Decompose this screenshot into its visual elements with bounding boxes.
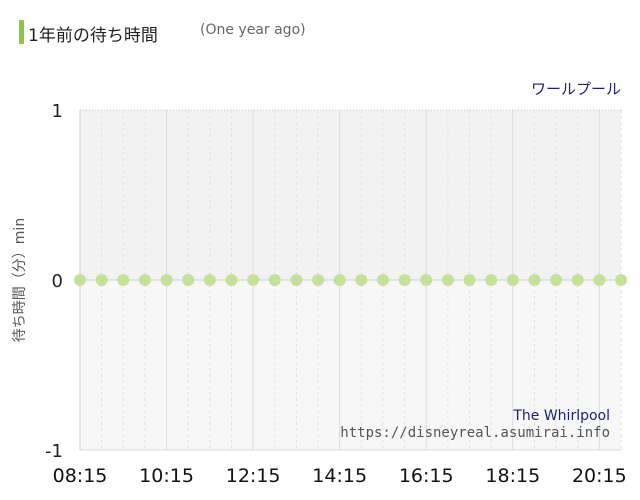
data-point [376,274,389,286]
x-tick-label: 20:15 [572,465,627,487]
data-point [571,274,584,286]
data-point [225,274,238,286]
data-point [593,274,606,286]
attraction-name: ワールプール [530,80,621,98]
data-point [290,274,303,286]
data-point [615,274,627,286]
x-tick-label: 16:15 [399,465,454,487]
y-tick-label: 1 [52,101,63,122]
data-point [160,274,173,286]
chart-subtitle: (One year ago) [200,22,306,38]
data-point [138,274,151,286]
y-tick-label: -1 [45,441,63,462]
data-point [441,274,454,286]
data-point [203,274,216,286]
x-tick-label: 10:15 [139,465,194,487]
watermark-name: The Whirlpool [512,408,610,424]
data-point [528,274,541,286]
data-point [420,274,433,286]
data-point [74,274,86,286]
plot-background-lower [80,280,621,450]
x-tick-label: 14:15 [312,465,367,487]
title-accent-bar [19,20,24,44]
x-tick-label: 18:15 [485,465,540,487]
data-point [398,274,411,286]
data-point [355,274,368,286]
chart-header: 1年前の待ち時間 (One year ago) [0,0,640,60]
chart-title: 1年前の待ち時間 [28,26,158,46]
data-point [182,274,195,286]
data-point [506,274,519,286]
data-point [117,274,130,286]
data-point [550,274,563,286]
y-tick-label: 0 [52,271,63,292]
x-tick-label: 08:15 [53,465,108,487]
data-point [463,274,476,286]
data-point [312,274,325,286]
data-point [485,274,498,286]
watermark-url: https://disneyreal.asumirai.info [340,425,610,441]
plot-background-upper [80,110,621,280]
x-tick-label: 12:15 [226,465,281,487]
data-point [333,274,346,286]
data-point [268,274,281,286]
data-point [247,274,260,286]
data-point [95,274,108,286]
y-axis-label: 待ち時間（分）min [12,218,28,342]
